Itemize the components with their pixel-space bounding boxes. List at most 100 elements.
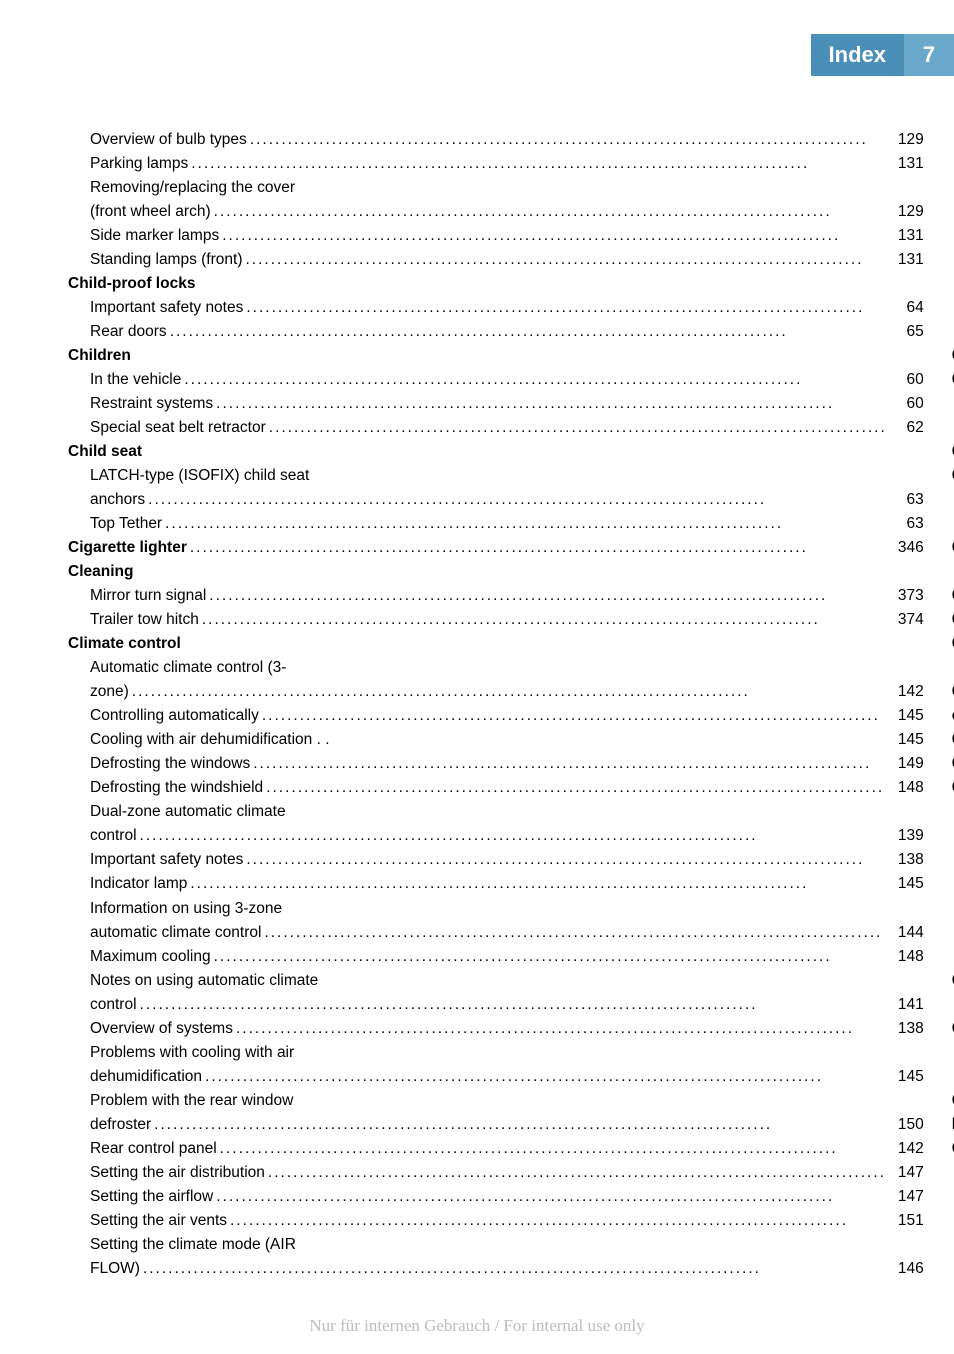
index-entry-page: 346 [890, 536, 924, 560]
index-entry: Rear doors65 [68, 320, 924, 344]
index-entry: Climate control [68, 632, 924, 656]
index-entry-label: Notes on using automatic climate [90, 969, 318, 993]
index-entry: anchors63 [68, 488, 924, 512]
leader-dots [188, 152, 890, 176]
index-entry-page: 145 [890, 704, 924, 728]
index-entry-label: Overview of systems [90, 1017, 233, 1041]
index-entry-page: 145 [890, 872, 924, 896]
index-content: Overview of bulb types129Parking lamps13… [68, 128, 896, 1294]
index-entry: Overview of bulb types129 [68, 128, 924, 152]
index-entry-page: 65 [890, 320, 924, 344]
index-entry: (front wheel arch)129 [68, 200, 924, 224]
leader-dots [213, 1185, 890, 1209]
index-entry-label: Important safety notes [90, 296, 243, 320]
index-entry-label: Removing/replacing the cover [90, 176, 295, 200]
index-entry-label: automatic climate control [90, 921, 261, 945]
index-entry-label: Indicator lamp [90, 872, 187, 896]
footer-watermark: Nur für internen Gebrauch / For internal… [0, 1316, 954, 1336]
index-entry: Child-proof locks [68, 272, 924, 296]
index-entry-page: 62 [890, 416, 924, 440]
index-entry: Cigarette lighter 346 [68, 536, 924, 560]
index-entry-page: 131 [890, 248, 924, 272]
index-entry-page: 60 [890, 368, 924, 392]
leader-dots [206, 584, 890, 608]
leader-dots [211, 945, 890, 969]
index-entry-label: Cooling with air dehumidification . . [90, 728, 330, 752]
index-entry: Cleaning [68, 560, 924, 584]
index-entry-label: Trailer tow hitch [90, 608, 199, 632]
leader-dots [261, 921, 889, 945]
leader-dots [213, 392, 890, 416]
index-entry-label: Cigarette lighter [68, 536, 187, 560]
index-entry-page: 147 [890, 1161, 924, 1185]
index-entry-label: defroster [90, 1113, 151, 1137]
index-entry: dehumidification145 [68, 1065, 924, 1089]
index-entry-label: Climate control [68, 632, 181, 656]
index-entry-page: 148 [890, 776, 924, 800]
index-entry: control141 [68, 993, 924, 1017]
leader-dots [265, 1161, 890, 1185]
index-entry: Removing/replacing the cover [68, 176, 924, 200]
index-entry: Cooling with air dehumidification . . 145 [68, 728, 924, 752]
index-entry-page: 374 [890, 608, 924, 632]
index-entry-page: 63 [890, 512, 924, 536]
index-entry: Automatic climate control (3- [68, 656, 924, 680]
index-entry-page: 139 [890, 824, 924, 848]
index-entry: Defrosting the windshield148 [68, 776, 924, 800]
index-entry: Child seat [68, 440, 924, 464]
index-entry-page: 138 [890, 848, 924, 872]
index-entry: Parking lamps131 [68, 152, 924, 176]
index-entry: Side marker lamps131 [68, 224, 924, 248]
index-entry-label: Side marker lamps [90, 224, 219, 248]
leader-dots [266, 416, 890, 440]
index-entry: Standing lamps (front)131 [68, 248, 924, 272]
index-entry-label: Child seat [68, 440, 142, 464]
index-entry: Special seat belt retractor62 [68, 416, 924, 440]
leader-dots [250, 752, 890, 776]
index-entry: Restraint systems60 [68, 392, 924, 416]
index-entry: LATCH-type (ISOFIX) child seat [68, 464, 924, 488]
leader-dots [243, 248, 890, 272]
index-entry-page: 129 [890, 200, 924, 224]
index-entry-label: Children [68, 344, 131, 368]
leader-dots [162, 512, 890, 536]
index-entry: Problems with cooling with air [68, 1041, 924, 1065]
index-entry-page: 145 [890, 1065, 924, 1089]
index-entry-page: 138 [890, 1017, 924, 1041]
index-entry-page: 147 [890, 1185, 924, 1209]
index-entry: Indicator lamp 145 [68, 872, 924, 896]
index-entry-page: 142 [890, 1137, 924, 1161]
leader-dots [151, 1113, 890, 1137]
index-entry-label: Restraint systems [90, 392, 213, 416]
index-entry-page: 149 [890, 752, 924, 776]
index-entry-label: control [90, 993, 137, 1017]
index-entry-label: Top Tether [90, 512, 162, 536]
index-entry: Controlling automatically145 [68, 704, 924, 728]
leader-dots [187, 536, 890, 560]
index-entry: Dual-zone automatic climate [68, 800, 924, 824]
index-entry-label: zone) [90, 680, 129, 704]
leader-dots [137, 993, 890, 1017]
index-entry-page: 144 [890, 921, 924, 945]
index-column-left: Overview of bulb types129Parking lamps13… [68, 128, 924, 1294]
header-page-number: 7 [904, 34, 954, 76]
leader-dots [227, 1209, 890, 1233]
index-entry: control139 [68, 824, 924, 848]
index-entry: Maximum cooling148 [68, 945, 924, 969]
index-entry-page: 145 [890, 728, 924, 752]
index-entry-label: Dual-zone automatic climate [90, 800, 286, 824]
index-entry: Setting the climate mode (AIR [68, 1233, 924, 1257]
leader-dots [243, 848, 889, 872]
leader-dots [247, 128, 890, 152]
leader-dots [219, 224, 890, 248]
index-entry: In the vehicle60 [68, 368, 924, 392]
index-entry-label: Setting the air distribution [90, 1161, 265, 1185]
index-entry-label: LATCH-type (ISOFIX) child seat [90, 464, 309, 488]
index-entry: Setting the air vents151 [68, 1209, 924, 1233]
index-entry-label: Rear control panel [90, 1137, 217, 1161]
index-entry: Information on using 3-zone [68, 897, 924, 921]
index-entry-label: Cleaning [68, 560, 133, 584]
index-entry-label: Setting the climate mode (AIR [90, 1233, 296, 1257]
index-entry-page: 151 [890, 1209, 924, 1233]
index-entry: Defrosting the windows149 [68, 752, 924, 776]
